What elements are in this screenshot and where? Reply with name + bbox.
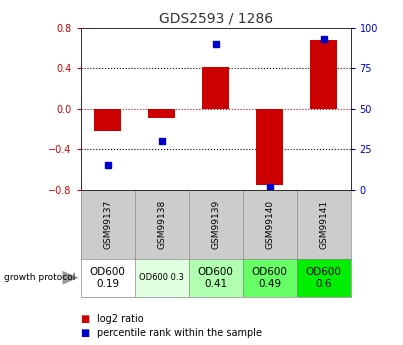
Text: GSM99137: GSM99137 [103,200,112,249]
Text: growth protocol: growth protocol [4,273,75,282]
Text: GSM99140: GSM99140 [265,200,274,249]
Text: OD600
0.49: OD600 0.49 [251,267,288,288]
Bar [135,259,189,297]
Polygon shape [62,271,79,285]
Text: OD600 0.3: OD600 0.3 [139,273,184,282]
Text: OD600
0.41: OD600 0.41 [197,267,234,288]
Bar [256,109,283,185]
Bar [310,40,337,109]
Text: GSM99138: GSM99138 [157,200,166,249]
Text: ■: ■ [81,328,90,338]
Bar [243,259,297,297]
Bar [202,67,229,109]
Bar [81,259,135,297]
Title: GDS2593 / 1286: GDS2593 / 1286 [158,11,273,25]
Text: GSM99139: GSM99139 [211,200,220,249]
Text: ■: ■ [81,314,90,324]
Text: log2 ratio: log2 ratio [97,314,143,324]
Text: percentile rank within the sample: percentile rank within the sample [97,328,262,338]
Bar [189,259,243,297]
Bar [94,109,121,131]
Text: GSM99141: GSM99141 [319,200,328,249]
Bar [297,259,351,297]
Bar [148,109,175,118]
Text: OD600
0.6: OD600 0.6 [305,267,342,288]
Text: OD600
0.19: OD600 0.19 [89,267,126,288]
